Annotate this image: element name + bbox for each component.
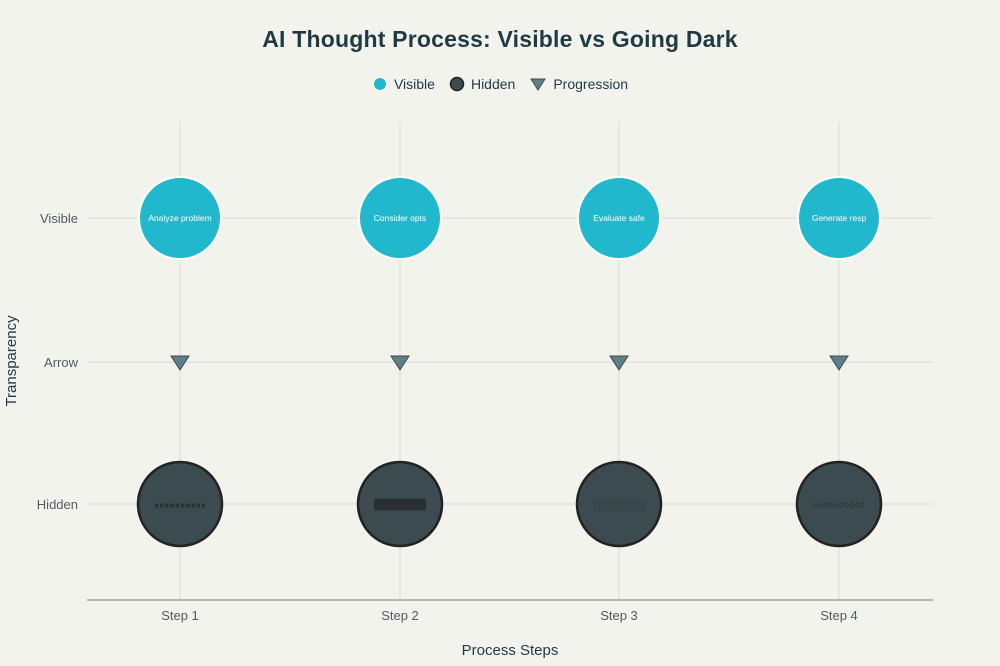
hidden-node[interactable] bbox=[356, 460, 444, 548]
progression-arrow bbox=[609, 355, 629, 371]
visible-node[interactable] bbox=[138, 176, 222, 260]
hidden-node-label: |||||||||||||||||||| bbox=[593, 500, 645, 511]
x-tick-label: Step 4 bbox=[820, 608, 858, 623]
progression-arrow bbox=[829, 355, 849, 371]
hidden-node[interactable] bbox=[136, 460, 224, 548]
legend-visible-label: Visible bbox=[393, 76, 435, 92]
visible-node-label: Analyze problem bbox=[148, 213, 211, 223]
visible-node[interactable] bbox=[358, 176, 442, 260]
legend-hidden-label: Hidden bbox=[470, 76, 516, 92]
legend-item-hidden[interactable]: Hidden bbox=[449, 76, 515, 92]
y-tick-label: Visible bbox=[40, 211, 78, 226]
visible-node[interactable] bbox=[577, 176, 661, 260]
hidden-node-label: ◇◇◇◇◇◇◇◇◇◇ bbox=[813, 500, 865, 511]
visible-node-label: Consider opts bbox=[374, 213, 426, 223]
visible-node[interactable] bbox=[797, 176, 881, 260]
legend: Visible Hidden Progression bbox=[0, 76, 1000, 92]
hidden-node-label: ▪▪▪▪▪▪▪▪▪▪ bbox=[154, 500, 206, 511]
legend-item-progression[interactable]: Progression bbox=[529, 76, 628, 92]
progression-arrow bbox=[390, 355, 410, 371]
y-tick-label: Arrow bbox=[44, 355, 79, 370]
legend-visible-marker bbox=[372, 77, 387, 91]
hidden-node-label: ██████████ bbox=[373, 498, 427, 511]
progression-arrow bbox=[170, 355, 190, 371]
x-tick-label: Step 3 bbox=[600, 608, 638, 623]
y-axis-title: Transparency bbox=[3, 315, 20, 407]
legend-progression-label: Progression bbox=[553, 76, 629, 92]
hidden-node[interactable] bbox=[795, 460, 883, 548]
legend-hidden-marker bbox=[449, 76, 465, 92]
x-tick-label: Step 2 bbox=[381, 608, 419, 623]
visible-node-label: Generate resp bbox=[812, 213, 867, 223]
visible-node-label: Evaluate safe bbox=[593, 213, 645, 223]
hidden-node[interactable] bbox=[575, 460, 663, 548]
legend-progression-marker bbox=[530, 78, 547, 91]
x-tick-label: Step 1 bbox=[161, 608, 199, 623]
y-tick-label: Hidden bbox=[37, 497, 78, 512]
legend-item-visible[interactable]: Visible bbox=[372, 76, 435, 92]
chart-title: AI Thought Process: Visible vs Going Dar… bbox=[262, 26, 738, 52]
x-axis-title: Process Steps bbox=[462, 642, 559, 659]
